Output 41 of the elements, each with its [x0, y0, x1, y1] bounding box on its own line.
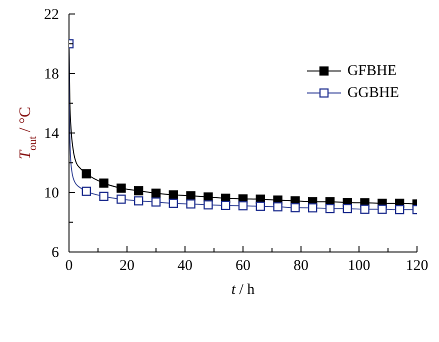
y-tick-label: 10: [44, 186, 59, 202]
y-tick-label: 22: [44, 7, 59, 23]
point: [238, 201, 248, 210]
point: [99, 192, 108, 201]
point: [186, 191, 196, 200]
point: [134, 196, 144, 206]
point: [134, 186, 144, 196]
point: [273, 202, 282, 212]
point: [151, 197, 161, 207]
y-tick-label: 14: [44, 126, 60, 142]
x-tick-label: 40: [178, 258, 192, 274]
point: [360, 204, 370, 214]
y-tick-label: 6: [52, 245, 60, 261]
x-tick-label: 20: [120, 258, 134, 274]
point: [325, 204, 335, 214]
point: [151, 188, 161, 198]
point: [116, 184, 126, 193]
y-tick-label: 18: [44, 66, 59, 82]
point: [342, 204, 352, 214]
point: [308, 203, 318, 212]
point: [204, 200, 213, 210]
point: [99, 178, 108, 188]
point: [168, 198, 178, 208]
point: [290, 203, 300, 212]
x-tick-label: 0: [65, 258, 73, 274]
point: [168, 190, 178, 200]
point: [116, 194, 126, 204]
legend-label: GFBHE: [347, 62, 397, 80]
x-tick-label: 100: [348, 258, 370, 274]
point: [82, 169, 91, 178]
point: [186, 199, 196, 209]
x-tick-label: 60: [236, 258, 250, 274]
legend-label: GGBHE: [347, 84, 399, 102]
x-axis-title: t / h: [231, 282, 256, 298]
x-tick-label: 120: [406, 258, 428, 274]
point: [221, 200, 230, 210]
point: [256, 202, 265, 211]
point: [82, 186, 91, 196]
point: [378, 204, 387, 214]
x-tick-label: 80: [294, 258, 308, 274]
point: [395, 205, 404, 214]
